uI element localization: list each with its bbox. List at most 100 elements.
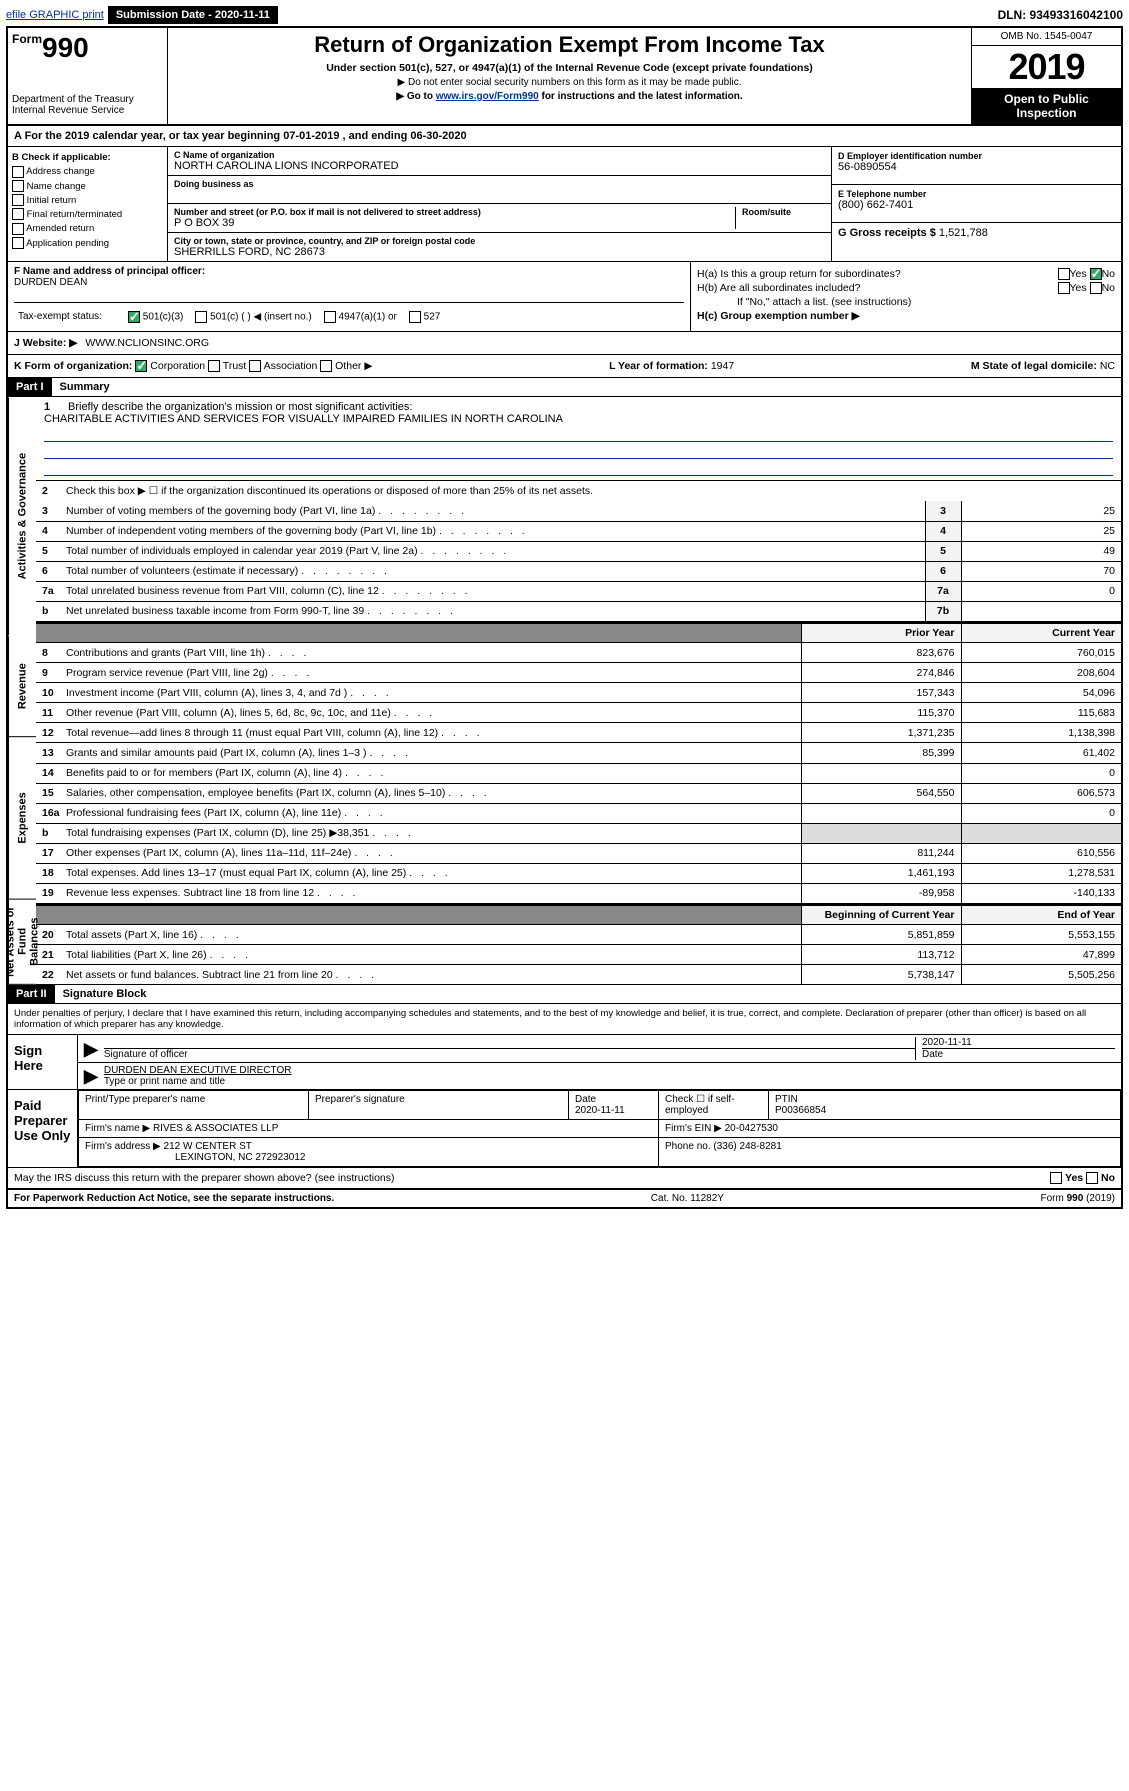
tab-net-assets: Net Assets or Fund Balances [8,899,36,985]
city-value: SHERRILLS FORD, NC 28673 [174,246,825,258]
officer-label: F Name and address of principal officer: [14,266,684,277]
table-row: bNet unrelated business taxable income f… [36,601,1121,621]
prep-date: 2020-11-11 [575,1105,625,1116]
firm-name: RIVES & ASSOCIATES LLP [153,1123,278,1134]
checkbox-trust[interactable] [208,360,220,372]
checkbox-501c3[interactable] [128,311,140,323]
table-row: 19Revenue less expenses. Subtract line 1… [36,883,1121,903]
revenue-table: Prior Year Current Year 8Contributions a… [36,622,1121,744]
website-label: J [14,337,23,349]
form-note-link: ▶ Go to www.irs.gov/Form990 for instruct… [176,91,963,102]
sig-date-value: 2020-11-11 [922,1037,1115,1048]
checkbox-4947[interactable] [324,311,336,323]
checkbox-corporation[interactable] [135,360,147,372]
dept-treasury: Department of the Treasury [12,94,163,105]
col-end-year: End of Year [961,905,1121,925]
hb-note: If "No," attach a list. (see instruction… [697,296,1115,308]
name-title-label: Type or print name and title [104,1076,1115,1087]
table-row: 4Number of independent voting members of… [36,521,1121,541]
ein-label: D Employer identification number [838,151,1115,161]
form-footer-label: Form 990 (2019) [1041,1193,1115,1204]
sig-date-label: Date [922,1048,1115,1060]
ein-value: 56-0890554 [838,161,1115,173]
tab-activities-governance: Activities & Governance [8,397,36,635]
irs-url-link[interactable]: www.irs.gov/Form990 [436,91,539,102]
col-prior-year: Prior Year [801,623,961,643]
checkbox-hb-no[interactable] [1090,282,1102,294]
hb-label: H(b) Are all subordinates included? [697,282,860,294]
paid-preparer-label: Paid Preparer Use Only [8,1090,78,1167]
irs-label: Internal Revenue Service [12,105,163,116]
sig-officer-label: Signature of officer [104,1048,915,1060]
expenses-table: 13Grants and similar amounts paid (Part … [36,743,1121,904]
checkbox-discuss-no[interactable] [1086,1172,1098,1184]
org-name: NORTH CAROLINA LIONS INCORPORATED [174,160,825,172]
table-row: 18Total expenses. Add lines 13–17 (must … [36,863,1121,883]
box-b-checkboxes: B Check if applicable: Address change Na… [8,147,168,261]
table-row: 21Total liabilities (Part X, line 26) . … [36,945,1121,965]
checkbox-name-change[interactable] [12,180,24,192]
dln-label: DLN: 93493316042100 [998,8,1123,22]
table-row: 12Total revenue—add lines 8 through 11 (… [36,723,1121,743]
table-row: 13Grants and similar amounts paid (Part … [36,743,1121,763]
checkbox-other[interactable] [320,360,332,372]
form-990-container: Form990 Department of the Treasury Inter… [6,26,1123,1209]
checkbox-501c[interactable] [195,311,207,323]
ptin-value: P00366854 [775,1105,826,1116]
firm-phone: (336) 248-8281 [713,1141,781,1152]
officer-group-row: F Name and address of principal officer:… [8,262,1121,332]
table-row: 15Salaries, other compensation, employee… [36,783,1121,803]
checkbox-discuss-yes[interactable] [1050,1172,1062,1184]
open-public-badge: Open to Public Inspection [972,88,1121,124]
website-value: WWW.NCLIONSINC.ORG [85,337,209,349]
paid-preparer-table: Print/Type preparer's name Preparer's si… [78,1090,1121,1167]
arrow-icon: ▶ [84,1039,98,1060]
checkbox-hb-yes[interactable] [1058,282,1070,294]
tab-revenue: Revenue [8,636,36,737]
org-info-grid: B Check if applicable: Address change Na… [8,147,1121,262]
ha-label: H(a) Is this a group return for subordin… [697,268,901,280]
line1-label: Briefly describe the organization's miss… [68,401,412,413]
table-row: 9Program service revenue (Part VIII, lin… [36,663,1121,683]
efile-link[interactable]: efile GRAPHIC print [6,9,104,21]
org-name-label: C Name of organization [174,150,825,160]
cat-number: Cat. No. 11282Y [651,1193,724,1204]
top-toolbar: efile GRAPHIC print Submission Date - 20… [6,6,1123,24]
net-assets-table: Beginning of Current Year End of Year 20… [36,904,1121,986]
checkbox-527[interactable] [409,311,421,323]
table-row: 16aProfessional fundraising fees (Part I… [36,803,1121,823]
tax-exempt-label: Tax-exempt status: [14,307,124,327]
website-row: J Website: ▶ WWW.NCLIONSINC.ORG [8,332,1121,355]
checkbox-application-pending[interactable] [12,237,24,249]
gross-receipts-value: 1,521,788 [939,227,988,239]
checkbox-amended-return[interactable] [12,223,24,235]
checkbox-address-change[interactable] [12,166,24,178]
discuss-row: May the IRS discuss this return with the… [8,1168,1121,1189]
year-formation: 1947 [711,360,734,372]
col-beginning-year: Beginning of Current Year [801,905,961,925]
address-value: P O BOX 39 [174,217,735,229]
checkbox-initial-return[interactable] [12,194,24,206]
prep-sig-label: Preparer's signature [309,1091,569,1120]
table-row: 5Total number of individuals employed in… [36,541,1121,561]
firm-ein: 20-0427530 [725,1123,778,1134]
table-row: 22Net assets or fund balances. Subtract … [36,965,1121,985]
org-form-row: K Form of organization: Corporation Trus… [8,355,1121,378]
table-row: 8Contributions and grants (Part VIII, li… [36,643,1121,663]
checkbox-association[interactable] [249,360,261,372]
form-title: Return of Organization Exempt From Incom… [176,32,963,58]
table-row: 20Total assets (Part X, line 16) . . . .… [36,925,1121,945]
phone-value: (800) 662-7401 [838,199,1115,211]
room-label: Room/suite [742,207,825,217]
submission-date-badge: Submission Date - 2020-11-11 [108,6,278,24]
checkbox-final-return[interactable] [12,208,24,220]
dba-label: Doing business as [174,179,825,189]
checkbox-ha-yes[interactable] [1058,268,1070,280]
table-row: 14Benefits paid to or for members (Part … [36,763,1121,783]
line-a-tax-year: A For the 2019 calendar year, or tax yea… [8,126,1121,147]
checkbox-ha-no[interactable] [1090,268,1102,280]
perjury-statement: Under penalties of perjury, I declare th… [8,1004,1121,1035]
table-row: bTotal fundraising expenses (Part IX, co… [36,823,1121,843]
part-1-body: Activities & Governance Revenue Expenses… [8,397,1121,985]
prep-name-label: Print/Type preparer's name [79,1091,309,1120]
